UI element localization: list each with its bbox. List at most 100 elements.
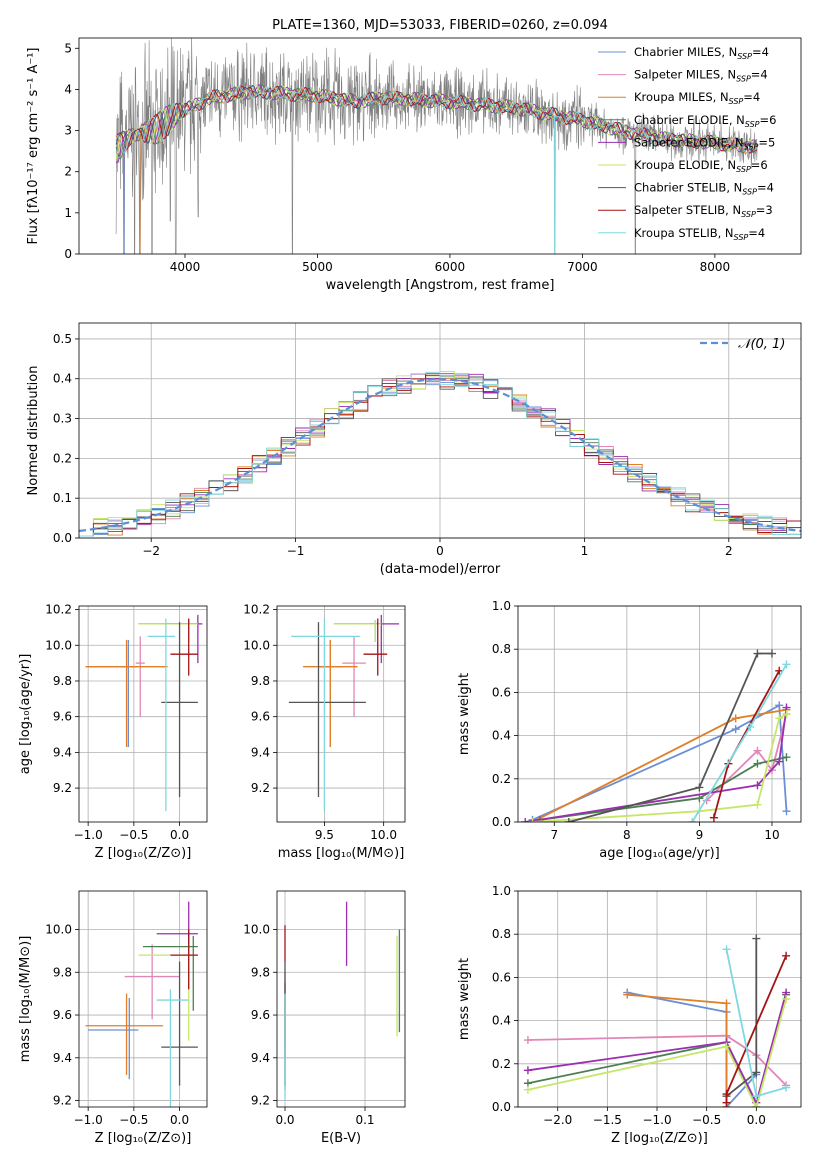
y-tick-label: 9.4: [251, 1051, 270, 1065]
legend-label: Chabrier ELODIE, N: [634, 113, 745, 127]
legend-label: Chabrier STELIB, N: [634, 181, 742, 195]
y-axis-label: mass weight: [457, 673, 472, 755]
x-tick-label: 10.0: [370, 828, 397, 842]
weight-line-kroupa-elodie: [527, 998, 787, 1107]
weight-marker: [695, 794, 704, 803]
x-tick-label: 0.1: [355, 1113, 374, 1127]
legend-count: =4: [743, 90, 760, 104]
y-tick-label: 9.4: [53, 1051, 72, 1065]
y-tick-label: 0.2: [492, 1057, 511, 1071]
legend-count: =4: [751, 68, 768, 82]
plot-background: [277, 891, 405, 1107]
y-tick-label: 9.8: [251, 965, 270, 979]
y-tick-label: 1: [64, 206, 72, 220]
y-tick-label: 0.0: [492, 1100, 511, 1114]
legend-label: Kroupa ELODIE, N: [634, 158, 736, 172]
y-axis-label: Normed distribution: [26, 366, 41, 496]
weight-marker: [775, 714, 784, 723]
y-tick-label: 0.6: [492, 685, 511, 699]
legend-entry: Salpeter STELIB, NSSP=3: [634, 203, 773, 219]
x-tick-label: 0: [436, 544, 444, 558]
weight-marker: [564, 818, 573, 822]
panel-residuals: −2 −1 0 1 2 0.0 0.1 0.2 0.3 0.4 0.5 (data-model)/er…: [26, 322, 802, 577]
weight-marker: [623, 990, 632, 999]
x-tick-label: 2: [725, 544, 733, 558]
y-tick-label: 9.2: [53, 781, 72, 795]
x-axis-label: mass [log₁₀(M/M⊙)]: [278, 846, 405, 861]
y-tick-label: 10.0: [243, 922, 270, 936]
legend-entry: Kroupa ELODIE, NSSP=6: [634, 158, 768, 174]
y-tick-label: 1.0: [492, 599, 511, 613]
y-tick-label: 0.2: [492, 772, 511, 786]
chart-title: PLATE=1360, MJD=53033, FIBERID=0260, z=0…: [272, 18, 608, 33]
weight-marker: [746, 722, 755, 731]
axes-frame: [276, 605, 406, 823]
plot-area: [79, 371, 801, 537]
y-tick-label: 4: [64, 82, 72, 96]
weight-marker: [709, 813, 718, 822]
weight-marker: [753, 746, 762, 755]
weight-marker: [523, 1085, 532, 1094]
x-tick-label: 4000: [170, 260, 201, 274]
y-tick-label: 10.0: [45, 638, 72, 652]
weight-marker: [752, 1092, 761, 1101]
x-tick-label: 0.0: [275, 1113, 294, 1127]
y-axis-label: Flux [fλ10⁻¹⁷ erg cm⁻² s⁻¹ A⁻¹]: [26, 48, 41, 245]
weight-marker: [782, 1083, 791, 1092]
legend-label: Chabrier MILES, N: [634, 45, 737, 59]
x-tick-label: 5000: [302, 260, 333, 274]
model-kroupa-elodie: [115, 84, 757, 161]
weight-marker: [752, 1103, 761, 1107]
y-tick-label: 0.3: [53, 412, 72, 426]
y-tick-label: 10.0: [45, 922, 72, 936]
x-axis-label: wavelength [Angstrom, rest frame]: [326, 278, 555, 293]
legend-label: Salpeter MILES, N: [634, 68, 736, 82]
y-tick-label: 0: [64, 247, 72, 261]
plot-area: [523, 934, 791, 1107]
weight-marker: [523, 1066, 532, 1075]
model-kroupa-miles: [115, 85, 758, 156]
weight-marker: [753, 800, 762, 809]
legend-subscript: SSP: [745, 120, 760, 129]
x-tick-label: −1.0: [74, 828, 103, 842]
weight-marker: [775, 701, 784, 710]
plot-area: [115, 38, 758, 254]
panel-age_vs_Z: −1.0 −0.5 0.0 9.2 9.4 9.6 9.8 10.0 10.2 Z [log₁₀(…: [18, 603, 208, 861]
y-tick-label: 9.8: [53, 674, 72, 688]
legend-entry: Chabrier ELODIE, NSSP=6: [634, 113, 776, 129]
x-tick-label: 0.0: [170, 1113, 189, 1127]
legend-count: =5: [758, 135, 775, 149]
legend-subscript: SSP: [736, 75, 751, 84]
legend-entry: Kroupa MILES, NSSP=4: [634, 90, 760, 106]
x-tick-label: −0.5: [119, 1113, 148, 1127]
x-tick-label: 8: [623, 828, 631, 842]
y-tick-label: 0.4: [492, 1014, 511, 1028]
normal-curve: [79, 378, 801, 533]
axes-frame: [517, 605, 802, 823]
panel-spectrum: 4000 5000 6000 7000 8000 0 1 2 3 4 5 PLATE=1360, MJ…: [26, 18, 802, 293]
x-tick-label: 9.5: [315, 828, 334, 842]
weight-marker: [722, 999, 731, 1008]
x-tick-label: −2.0: [543, 1113, 572, 1127]
x-axis-label: (data-model)/error: [380, 562, 501, 577]
legend-count: =6: [760, 113, 777, 127]
y-tick-label: 0.2: [53, 451, 72, 465]
weight-marker: [722, 1090, 731, 1099]
legend-subscript: SSP: [741, 210, 756, 219]
axes-frame: [78, 322, 802, 539]
legend-subscript: SSP: [737, 52, 752, 61]
legend-subscript: SSP: [744, 142, 759, 151]
y-tick-label: 3: [64, 124, 72, 138]
y-tick-label: 10.2: [45, 603, 72, 617]
histogram-kroupa-stelib: [79, 371, 801, 537]
y-tick-label: 10.2: [243, 603, 270, 617]
weight-marker: [775, 757, 784, 766]
legend-entry: Chabrier STELIB, NSSP=4: [634, 181, 774, 197]
legend-subscript: SSP: [734, 233, 749, 242]
y-tick-label: 0.6: [492, 970, 511, 984]
axes-frame: [517, 890, 802, 1108]
y-tick-label: 5: [64, 41, 72, 55]
weight-marker: [753, 759, 762, 768]
x-tick-label: −0.5: [119, 828, 148, 842]
